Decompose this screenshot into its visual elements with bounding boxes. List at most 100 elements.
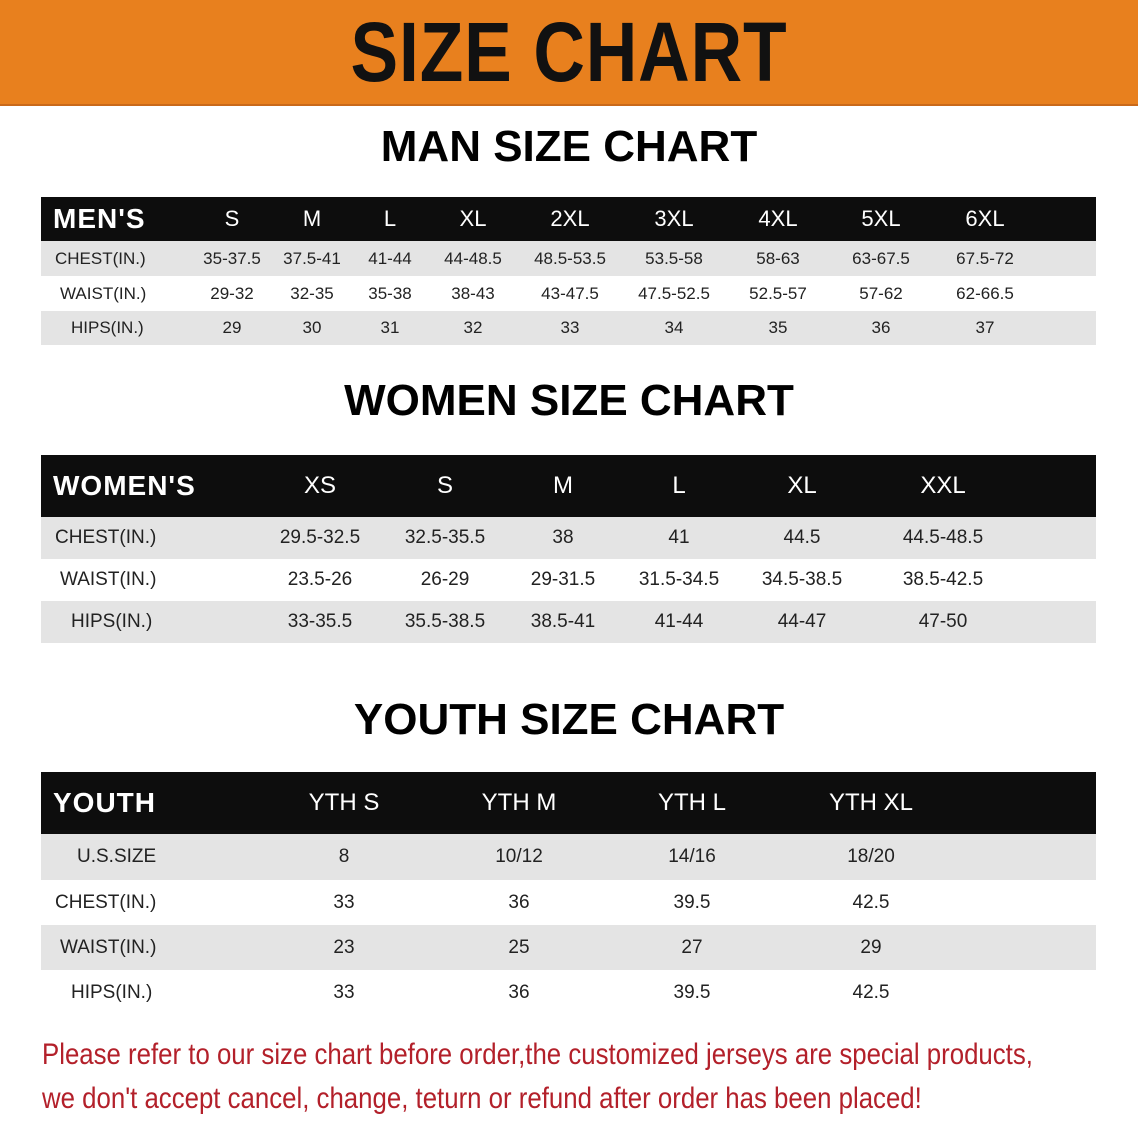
table-row: WAIST(IN.) 23 25 27 29 [41, 925, 1096, 970]
table-cell: 32-35 [290, 284, 334, 303]
table-row: HIPS(IN.) 33 36 39.5 42.5 [41, 970, 1096, 1015]
men-size-table: MEN'S S M L XL 2XL 3XL 4XL 5XL 6XL CHEST(IN.) 35-37… [41, 197, 1096, 345]
youth-section-title: YOUTH SIZE CHART [353, 695, 785, 744]
table-cell: 44.5-48.5 [902, 527, 984, 548]
table-cell: 37 [975, 318, 995, 337]
women-section-title: WOMEN SIZE CHART [344, 376, 794, 425]
table-cell: 42.5 [852, 892, 890, 913]
table-cell: 44-47 [777, 611, 827, 632]
table-cell: 36 [871, 318, 891, 337]
table-cell: 35-38 [368, 284, 412, 303]
table-cell: 38.5-41 [530, 611, 596, 632]
size-column-header: XS [303, 472, 337, 499]
women-size-table: WOMEN'S XS S M L XL XXL CHEST(IN.) 29.5-32.5 32.5… [41, 455, 1096, 643]
table-cell: 33 [333, 982, 355, 1003]
note-line-2: we don't accept cancel, change, teturn o… [42, 1082, 922, 1115]
table-cell: 32.5-35.5 [404, 527, 486, 548]
table-cell: 29.5-32.5 [279, 527, 361, 548]
table-cell: 31 [380, 318, 400, 337]
table-cell: 62-66.5 [956, 284, 1014, 303]
row-label: HIPS(IN.) [71, 318, 144, 337]
table-row: HIPS(IN.) 29 30 31 32 33 34 35 36 37 [41, 311, 1096, 345]
row-label: WAIST(IN.) [60, 569, 157, 590]
table-cell: 41-44 [654, 611, 704, 632]
table-cell: 8 [338, 846, 350, 867]
youth-header-row: YOUTH YTH S YTH M YTH L YTH XL [41, 772, 1096, 834]
table-cell: 44.5 [783, 527, 821, 548]
men-section-title: MAN SIZE CHART [380, 122, 758, 171]
row-label: CHEST(IN.) [55, 527, 157, 548]
table-cell: 27 [681, 937, 703, 958]
table-cell: 42.5 [852, 982, 890, 1003]
table-cell: 39.5 [673, 982, 711, 1003]
table-cell: 41 [668, 527, 690, 548]
size-column-header: XL [787, 472, 817, 499]
table-row: U.S.SIZE 8 10/12 14/16 18/20 [41, 834, 1096, 880]
header-label: MEN'S [53, 203, 146, 234]
table-cell: 57-62 [859, 284, 903, 303]
size-column-header: 4XL [758, 206, 798, 231]
table-cell: 31.5-34.5 [638, 569, 720, 590]
row-label: WAIST(IN.) [60, 937, 157, 958]
table-cell: 36 [508, 982, 530, 1003]
table-cell: 26-29 [420, 569, 470, 590]
row-label: HIPS(IN.) [71, 982, 153, 1003]
table-cell: 47.5-52.5 [638, 284, 710, 303]
row-label: WAIST(IN.) [60, 284, 147, 303]
table-cell: 30 [302, 318, 322, 337]
size-column-header: 6XL [965, 206, 1005, 231]
header-label: YOUTH [53, 787, 156, 818]
header-label: WOMEN'S [53, 470, 196, 501]
size-column-header: YTH S [308, 789, 380, 816]
size-column-header: 5XL [861, 206, 901, 231]
youth-size-table: YOUTH YTH S YTH M YTH L YTH XL U.S.SIZE 8 10/12… [41, 772, 1096, 1015]
table-row: CHEST(IN.) 35-37.5 37.5-41 41-44 44-48.5 48.5… [41, 241, 1096, 276]
table-cell: 33 [333, 892, 355, 913]
table-cell: 10/12 [495, 846, 543, 867]
row-label: HIPS(IN.) [71, 611, 153, 632]
table-cell: 23 [333, 937, 355, 958]
table-cell: 38.5-42.5 [902, 569, 984, 590]
table-cell: 53.5-58 [645, 249, 703, 268]
table-cell: 35.5-38.5 [404, 611, 486, 632]
table-cell: 18/20 [847, 846, 895, 867]
table-cell: 23.5-26 [287, 569, 353, 590]
size-column-header: YTH XL [828, 789, 914, 816]
table-cell: 25 [508, 937, 530, 958]
table-cell: 29-32 [210, 284, 254, 303]
table-row: WAIST(IN.) 23.5-26 26-29 29-31.5 31.5-34.5 34… [41, 559, 1096, 601]
size-column-header: YTH M [481, 789, 557, 816]
row-label: U.S.SIZE [77, 846, 157, 867]
table-cell: 43-47.5 [541, 284, 599, 303]
banner-title: SIZE CHART [350, 5, 788, 99]
table-cell: 14/16 [668, 846, 716, 867]
size-column-header: M [302, 206, 322, 231]
size-column-header: S [224, 206, 240, 231]
size-column-header: XL [459, 206, 487, 231]
table-row: WAIST(IN.) 29-32 32-35 35-38 38-43 43-47.5 47.… [41, 276, 1096, 311]
table-cell: 35 [768, 318, 788, 337]
table-row: HIPS(IN.) 33-35.5 35.5-38.5 38.5-41 41-44 44-… [41, 601, 1096, 643]
size-column-header: 2XL [550, 206, 590, 231]
table-cell: 29-31.5 [530, 569, 596, 590]
table-cell: 33 [560, 318, 580, 337]
table-row: CHEST(IN.) 29.5-32.5 32.5-35.5 38 41 44.5 44.5… [41, 517, 1096, 559]
men-header-row: MEN'S S M L XL 2XL 3XL 4XL 5XL 6XL [41, 197, 1096, 241]
row-label: CHEST(IN.) [55, 249, 146, 268]
banner: SIZE CHART [0, 0, 1138, 106]
size-column-header: XXL [920, 472, 966, 499]
table-row: CHEST(IN.) 33 36 39.5 42.5 [41, 880, 1096, 925]
size-column-header: L [383, 206, 397, 231]
table-cell: 34 [664, 318, 684, 337]
table-cell: 48.5-53.5 [534, 249, 606, 268]
size-column-header: 3XL [654, 206, 694, 231]
women-header-row: WOMEN'S XS S M L XL XXL [41, 455, 1096, 517]
size-column-header: S [436, 472, 454, 499]
row-label: CHEST(IN.) [55, 892, 157, 913]
size-column-header: M [553, 472, 573, 499]
table-cell: 39.5 [673, 892, 711, 913]
table-cell: 47-50 [918, 611, 968, 632]
size-column-header: L [672, 472, 686, 499]
table-cell: 38 [552, 527, 574, 548]
table-cell: 41-44 [368, 249, 412, 268]
